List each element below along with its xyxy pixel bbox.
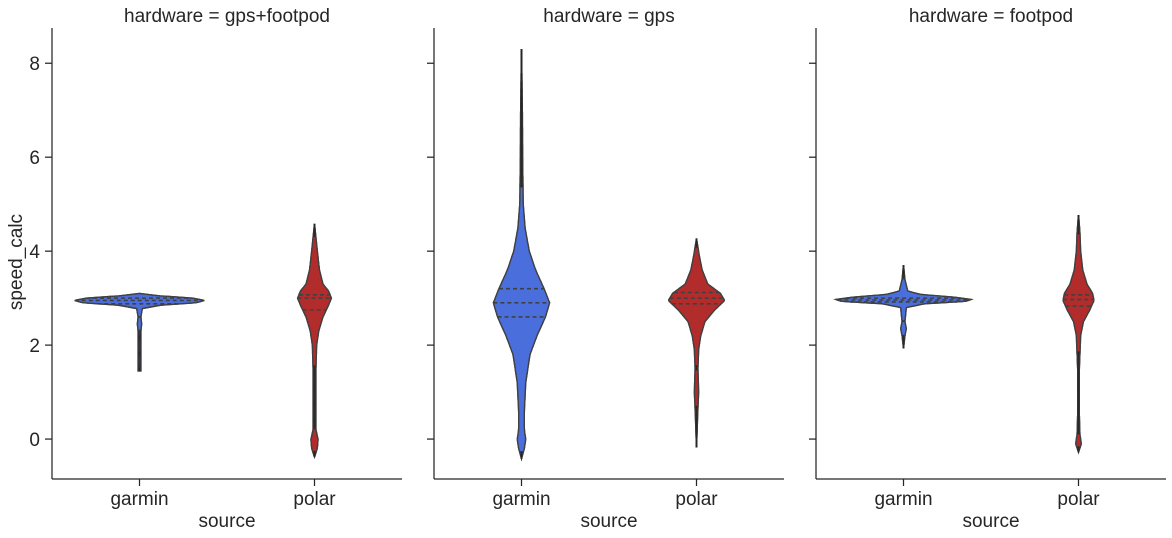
y-axis-label-group: speed_calc <box>6 214 27 310</box>
x-axis-label: source <box>198 511 255 532</box>
x-tick-label: polar <box>1057 489 1100 510</box>
violin-outline <box>74 292 205 372</box>
facet-panel-0: hardware = gps+footpod 0 2 4 6 8 garmin polar so… <box>29 6 402 532</box>
y-tick-label: 0 <box>29 430 40 451</box>
x-tick-label: garmin <box>874 489 932 510</box>
facet-panel-1: hardware = gps garmin polar source <box>427 6 784 532</box>
y-tick-label: 4 <box>29 242 40 263</box>
facet-title: hardware = gps+footpod <box>124 6 330 27</box>
facets: hardware = gps+footpod 0 2 4 6 8 garmin polar so… <box>29 6 1166 532</box>
facet-panel-2: hardware = footpod garmin polar source <box>809 6 1166 532</box>
violin-fill <box>1063 215 1094 453</box>
violin-outline <box>833 265 974 349</box>
x-tick-label: garmin <box>492 489 550 510</box>
x-tick-label: polar <box>293 489 336 510</box>
violin-fill <box>836 265 971 349</box>
violin-polar <box>296 223 333 459</box>
y-tick-label: 2 <box>29 336 40 357</box>
x-tick-label: polar <box>675 489 718 510</box>
violin-outline <box>492 49 551 462</box>
violin-fill <box>668 238 725 448</box>
facet-title: hardware = footpod <box>909 6 1073 27</box>
facet-title: hardware = gps <box>543 6 675 27</box>
violin-garmin <box>74 292 205 372</box>
x-axis-label: source <box>962 511 1019 532</box>
y-axis-label: speed_calc <box>6 214 27 310</box>
y-tick-label: 6 <box>29 148 40 169</box>
x-tick-label: garmin <box>110 489 168 510</box>
y-tick-label: 8 <box>29 54 40 75</box>
violin-polar <box>667 238 726 448</box>
violin-garmin <box>492 49 551 462</box>
violin-fill <box>297 223 332 457</box>
violin-outline <box>296 223 333 459</box>
violin-polar <box>1062 214 1095 455</box>
violin-fill <box>493 49 550 459</box>
violin-garmin <box>833 265 974 349</box>
x-axis-label: source <box>580 511 637 532</box>
